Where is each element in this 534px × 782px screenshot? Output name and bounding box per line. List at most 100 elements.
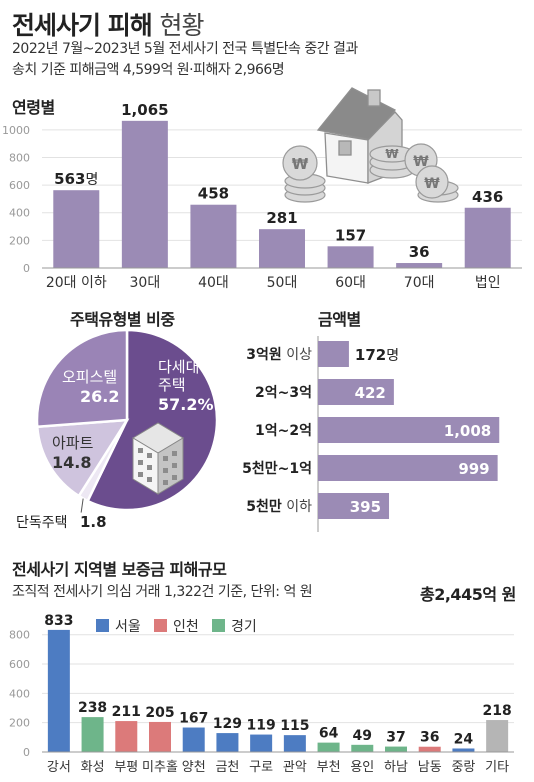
age-value-label: 36 <box>409 243 430 261</box>
amount-category-label: 1억~2억 <box>255 423 312 439</box>
age-y-tick: 800 <box>9 151 30 164</box>
pie-slice <box>85 328 219 512</box>
region-value-label: 211 <box>112 704 141 720</box>
amount-category-bold: 5천만 <box>246 499 282 515</box>
amount-category-bold: 3억원 <box>246 347 282 363</box>
age-value-label: 1,065 <box>121 101 168 119</box>
age-bar <box>53 190 100 268</box>
region-value-label: 115 <box>280 718 309 734</box>
age-value-label: 458 <box>198 185 229 203</box>
amount-bar <box>318 455 498 481</box>
region-category-label: 금천 <box>215 760 239 775</box>
amount-value-label: 395 <box>350 498 381 516</box>
region-category-label: 미추홀 <box>142 760 178 775</box>
age-value-label: 157 <box>335 226 366 244</box>
pie-slice-label: 주택 <box>158 376 186 394</box>
region-category-label: 양천 <box>182 760 206 775</box>
region-value-label: 129 <box>213 716 242 732</box>
page-title: 전세사기 피해 현황 <box>12 11 204 40</box>
pie-slice-label: 오피스텔 <box>62 368 117 386</box>
age-value-label: 563명 <box>54 170 98 188</box>
age-y-tick: 600 <box>9 179 30 192</box>
legend-label: 인천 <box>173 619 199 635</box>
region-bar <box>81 717 104 752</box>
amount-bar <box>318 379 394 405</box>
region-y-tick: 600 <box>9 658 30 671</box>
region-value-label: 64 <box>319 726 339 742</box>
svg-text:₩: ₩ <box>385 147 399 161</box>
region-category-label: 기타 <box>485 760 509 775</box>
amount-bar-chart: 3억원 이상 172명 2억~3억 422 1억~2억 1,008 5천만~1억 999 5천만… <box>242 336 500 532</box>
region-y-tick: 400 <box>9 687 30 700</box>
region-bar <box>283 735 306 752</box>
region-bar <box>452 748 475 752</box>
region-chart-subtitle: 조직적 전세사기 의심 거래 1,322건 기준, 단위: 억 원 <box>12 584 313 600</box>
amount-bar <box>318 493 390 519</box>
amount-category-suffix: 이하 <box>282 499 312 515</box>
age-bar <box>396 263 443 268</box>
pie-slice-label: 아파트 <box>52 434 94 452</box>
subtitle-summary: 송치 기준 피해금액 4,599억 원·피해자 2,966명 <box>12 62 285 78</box>
region-y-tick: 200 <box>9 717 30 730</box>
amount-category-label: 3억원 이상 <box>246 347 312 363</box>
pie-leader-line <box>80 498 84 513</box>
amount-category-bold: 1억~2억 <box>255 423 312 439</box>
amount-category-suffix: 이상 <box>282 347 312 363</box>
region-category-label: 용인 <box>350 760 374 775</box>
region-y-tick: 0 <box>23 746 30 759</box>
legend-label: 서울 <box>115 619 141 635</box>
age-y-tick: 200 <box>9 234 30 247</box>
region-value-label: 24 <box>454 731 474 747</box>
amount-value-label: 172명 <box>355 346 399 364</box>
age-chart-title: 연령별 <box>12 98 55 117</box>
region-value-label: 49 <box>353 728 372 744</box>
region-value-label: 218 <box>483 703 512 719</box>
region-category-label: 남동 <box>418 760 442 775</box>
region-bar <box>351 744 374 752</box>
age-y-tick: 400 <box>9 207 30 220</box>
region-legend: 서울 인천 경기 <box>96 619 257 635</box>
region-chart-title: 전세사기 지역별 보증금 피해규모 <box>12 560 227 579</box>
age-category-label: 50대 <box>267 275 298 291</box>
pie-slice-label: 다세대 <box>158 358 199 376</box>
region-category-label: 중랑 <box>451 760 475 775</box>
amount-category-label: 5천만 이하 <box>246 499 312 515</box>
legend-swatch <box>212 619 225 632</box>
legend-swatch <box>154 619 167 632</box>
age-value-label: 436 <box>472 188 503 206</box>
pie-slice-value: 57.2% <box>158 395 214 414</box>
region-bar <box>47 629 70 752</box>
region-value-label: 167 <box>179 711 208 727</box>
age-category-label: 70대 <box>404 275 435 291</box>
amount-value-label: 422 <box>355 384 386 402</box>
svg-text:₩: ₩ <box>292 155 309 173</box>
region-category-label: 관악 <box>283 760 307 775</box>
region-category-label: 구로 <box>249 760 273 775</box>
region-value-label: 833 <box>44 613 73 629</box>
pie-slice-value: 26.2 <box>80 387 119 406</box>
region-bar <box>385 746 407 752</box>
region-bar <box>216 733 239 752</box>
region-value-label: 36 <box>420 730 439 746</box>
age-category-label: 60대 <box>335 275 366 291</box>
amount-value-label: 1,008 <box>444 422 491 440</box>
pie-slice <box>35 418 130 498</box>
region-bar <box>182 727 205 752</box>
age-bar <box>121 120 168 268</box>
svg-text:₩: ₩ <box>413 154 429 170</box>
region-category-label: 강서 <box>47 760 71 775</box>
pie-slice-label: 단독주택 <box>16 515 68 531</box>
age-category-label: 20대 이하 <box>46 275 107 291</box>
age-unit-label: 명 <box>85 172 98 188</box>
region-y-tick: 800 <box>9 629 30 642</box>
region-category-label: 하남 <box>384 760 408 775</box>
age-category-label: 법인 <box>475 275 501 291</box>
pie-slice-value: 1.8 <box>80 513 107 531</box>
age-bar <box>190 204 237 268</box>
age-category-label: 40대 <box>198 275 229 291</box>
region-bar <box>317 742 340 752</box>
region-category-label: 부평 <box>114 760 138 775</box>
legend-swatch <box>96 619 109 632</box>
region-value-label: 119 <box>247 718 276 734</box>
